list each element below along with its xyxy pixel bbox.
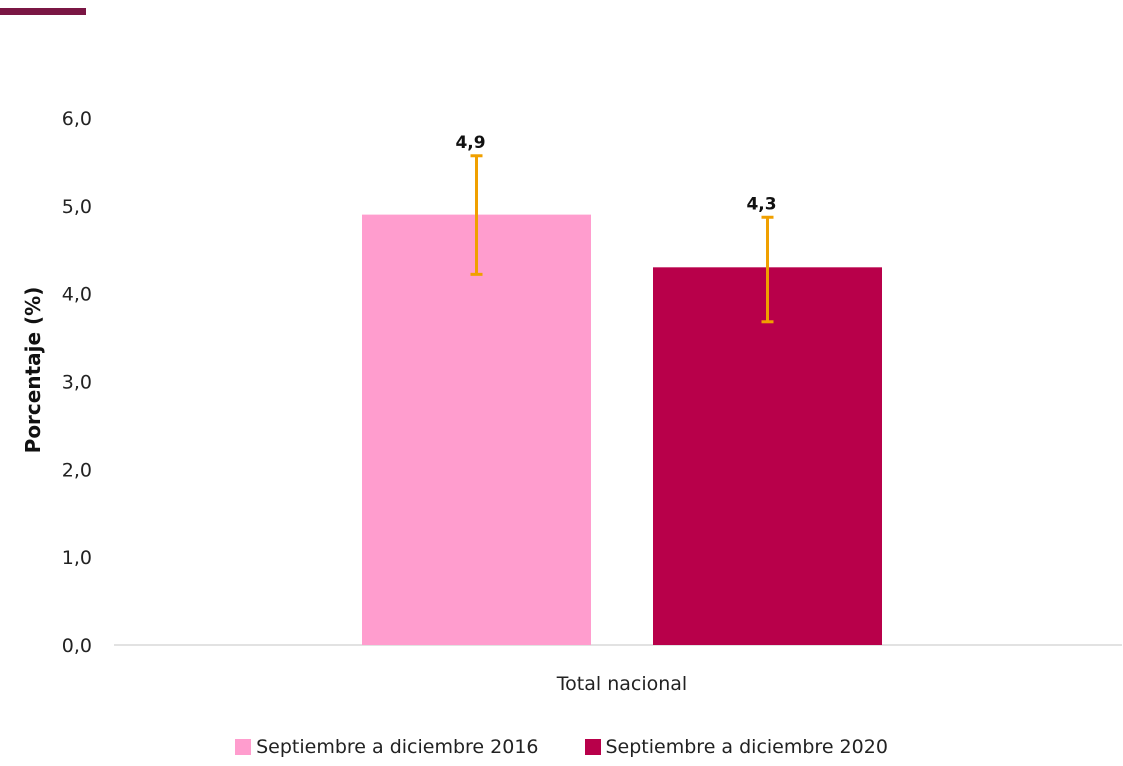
data-label: 4,9 (455, 133, 485, 153)
y-tick-label: 5,0 (62, 196, 92, 218)
header-accent-bar (0, 8, 86, 15)
bar-chart: Porcentaje (%) 0,0 1,0 2,0 3,0 4,0 5,0 6,0 4,9… (21, 108, 1122, 695)
y-tick-label: 0,0 (62, 635, 92, 657)
bars (362, 214, 882, 645)
y-tick-label: 6,0 (62, 108, 92, 130)
legend-label-2020: Septiembre a diciembre 2020 (605, 736, 888, 758)
legend-swatch-2016 (235, 739, 252, 755)
y-tick-label: 3,0 (62, 372, 92, 394)
y-tick-label: 4,0 (62, 284, 92, 306)
data-labels: 4,9 4,3 (455, 133, 776, 214)
legend-item-2020: Septiembre a diciembre 2020 (584, 736, 888, 758)
error-bar (761, 215, 774, 324)
bar (653, 267, 882, 645)
error-bars (470, 154, 774, 324)
category-label: Total nacional (556, 673, 687, 695)
data-label: 4,3 (746, 194, 776, 214)
y-tick-label: 1,0 (62, 547, 92, 569)
y-axis-title: Porcentaje (%) (21, 287, 45, 454)
y-tick-label: 2,0 (62, 459, 92, 481)
legend-swatch-2020 (584, 739, 601, 755)
legend-label-2016: Septiembre a diciembre 2016 (256, 736, 539, 758)
y-axis-ticks: 0,0 1,0 2,0 3,0 4,0 5,0 6,0 (62, 108, 92, 657)
error-bar (470, 154, 483, 276)
legend: Septiembre a diciembre 2016 Septiembre a… (0, 736, 1123, 758)
bar (362, 214, 591, 645)
legend-item-2016: Septiembre a diciembre 2016 (235, 736, 539, 758)
